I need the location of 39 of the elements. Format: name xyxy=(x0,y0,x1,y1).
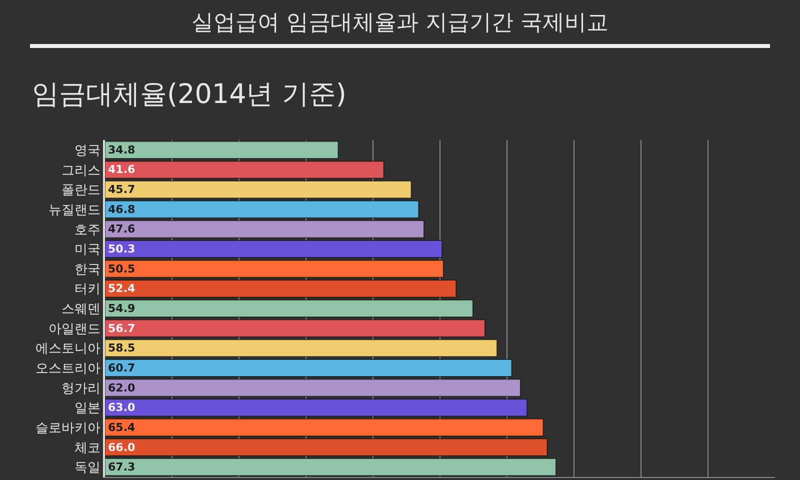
y-tick-label: 영국 xyxy=(74,143,101,158)
y-tick-label: 뉴질랜드 xyxy=(48,202,101,218)
data-label: 67.3 xyxy=(108,460,136,474)
y-tick-label: 터키 xyxy=(74,282,101,298)
data-label: 47.6 xyxy=(108,222,136,236)
data-label: 34.8 xyxy=(108,143,136,156)
y-tick-label: 일본 xyxy=(74,401,101,416)
y-tick-label: 한국 xyxy=(74,262,101,278)
data-label: 54.9 xyxy=(108,302,136,315)
bar xyxy=(105,358,512,377)
data-label: 62.0 xyxy=(108,381,136,394)
data-label: 52.4 xyxy=(108,282,136,296)
y-tick-label: 그리스 xyxy=(62,163,101,178)
data-label: 65.4 xyxy=(108,420,136,434)
y-tick-label: 스웨덴 xyxy=(62,302,101,318)
bar xyxy=(105,299,474,318)
chart-title: 실업급여 임금대체율과 지급기간 국제비교 xyxy=(192,10,608,36)
y-tick-label: 슬로바키아 xyxy=(36,420,101,436)
y-tick-label: 독일 xyxy=(74,460,101,476)
y-tick-label: 아일랜드 xyxy=(48,322,101,337)
data-label: 41.6 xyxy=(108,163,136,176)
data-label: 50.5 xyxy=(108,262,136,276)
y-tick-label: 폴란드 xyxy=(62,183,101,198)
y-tick-label: 호주 xyxy=(74,222,101,238)
chart-subtitle: 임금대체율(2014년 기준) xyxy=(32,79,346,110)
bar xyxy=(105,240,443,258)
data-label: 46.8 xyxy=(108,202,136,216)
y-tick-label: 미국 xyxy=(74,242,101,258)
data-label: 60.7 xyxy=(108,361,136,374)
data-label: 56.7 xyxy=(108,322,136,335)
y-tick-label: 체코 xyxy=(74,440,101,456)
y-tick-label: 오스트리아 xyxy=(36,362,101,377)
data-label: 45.7 xyxy=(108,183,136,196)
y-tick-label: 헝가리 xyxy=(62,381,101,396)
data-label: 66.0 xyxy=(108,440,136,454)
data-label: 58.5 xyxy=(108,342,136,355)
y-tick-label: 에스토니아 xyxy=(36,342,101,357)
data-label: 63.0 xyxy=(108,401,136,414)
data-label: 50.3 xyxy=(108,242,136,256)
